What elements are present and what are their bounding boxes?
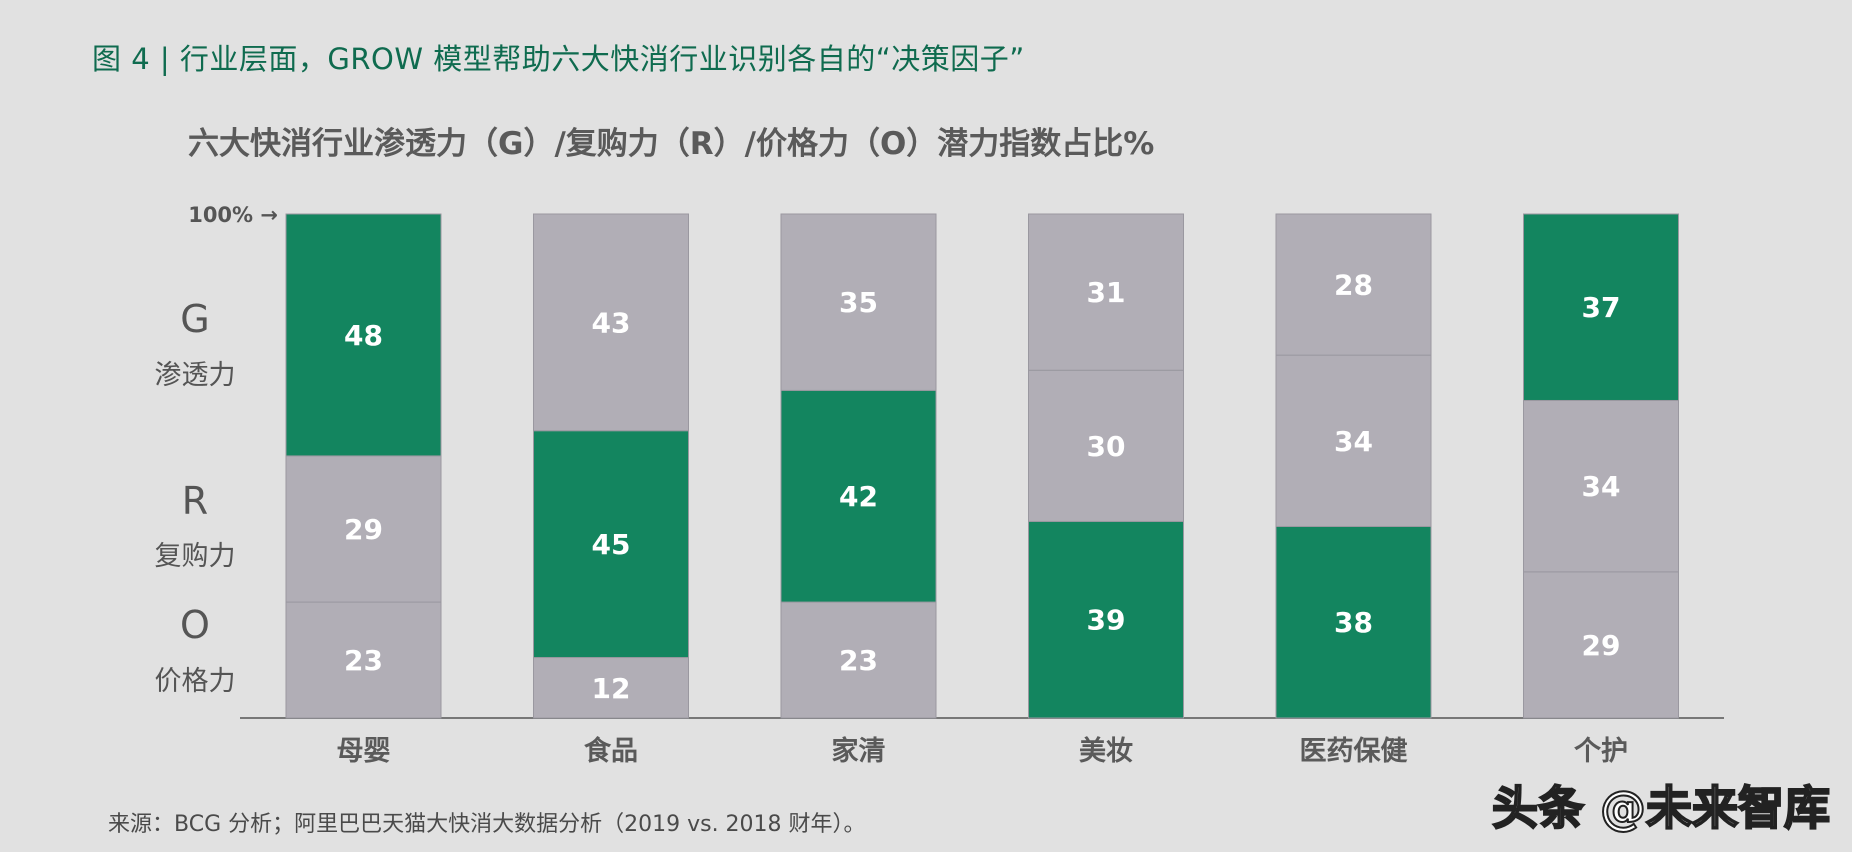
data-label: 37	[1582, 291, 1621, 324]
data-label: 23	[344, 644, 383, 677]
bar-segment-o	[1028, 520, 1184, 719]
y-axis-label-g: 渗透力	[155, 360, 236, 391]
category-label: 个护	[1574, 736, 1628, 767]
category-label: 医药保健	[1300, 736, 1408, 767]
data-label: 31	[1087, 276, 1126, 309]
category-label: 母婴	[337, 736, 391, 767]
data-label: 42	[839, 480, 878, 513]
data-label: 45	[592, 528, 631, 561]
data-label: 48	[344, 319, 383, 352]
data-label: 35	[839, 286, 878, 319]
data-label: 29	[344, 513, 383, 546]
bar-segment-o	[1523, 571, 1679, 719]
data-label: 34	[1582, 470, 1621, 503]
data-label: 43	[592, 306, 631, 339]
bar-segment-g	[780, 213, 937, 391]
bar-segment-r	[285, 455, 442, 603]
figure-title: 图 4 | 行业层面，GROW 模型帮助六大快消行业识别各自的“决策因子”	[92, 42, 1025, 76]
value-labels-group: 23 29 48 12 45 43 23 42 35 39 30 31 38 34 28 29 34 37	[344, 269, 1620, 705]
category-label: 食品	[584, 735, 638, 767]
y-axis-letter-r: R	[182, 479, 208, 523]
y-axis-label-o: 价格力	[155, 666, 236, 697]
bar-segment-g	[1275, 213, 1432, 356]
y-axis-labels-group: 100% → O 价格力 R 复购力 G 渗透力	[155, 203, 279, 697]
bar-segment-r	[533, 430, 689, 659]
bar-segment-o	[285, 601, 442, 719]
bar-segment-o	[780, 601, 937, 719]
data-label: 29	[1582, 629, 1621, 662]
bar-segment-r	[1275, 354, 1432, 527]
bar-segment-g	[1028, 213, 1184, 371]
source-note: 来源：BCG 分析；阿里巴巴天猫大快消大数据分析（2019 vs. 2018 财…	[108, 812, 866, 837]
data-label: 30	[1087, 430, 1126, 463]
bars-group	[240, 213, 1724, 719]
bar-segment-r	[1523, 399, 1679, 573]
data-label: 12	[592, 672, 631, 705]
category-labels-group: 母婴 食品 家清 美妆 医药保健 个护	[337, 735, 1629, 767]
chart-title: 六大快消行业渗透力（G）/复购力（R）/价格力（O）潜力指数占比%	[188, 126, 1155, 162]
y-axis-label-r: 复购力	[155, 541, 236, 572]
category-label: 美妆	[1079, 735, 1133, 767]
data-label: 34	[1334, 425, 1373, 458]
y-axis-100-marker: 100% →	[188, 203, 278, 227]
data-label: 38	[1334, 606, 1373, 639]
data-label: 39	[1087, 604, 1126, 637]
y-axis-letter-o: O	[180, 603, 210, 647]
bar-segment-g	[285, 213, 442, 457]
bar-segment-o	[533, 657, 689, 719]
y-axis-letter-g: G	[180, 297, 209, 341]
bar-segment-g	[1523, 213, 1679, 401]
data-label: 28	[1334, 269, 1373, 302]
bar-segment-r	[1028, 369, 1184, 522]
bar-segment-r	[780, 389, 937, 603]
bar-segment-o	[1275, 525, 1432, 719]
category-label: 家清	[832, 735, 886, 767]
data-label: 23	[839, 644, 878, 677]
watermark: 头条 @未来智库	[1491, 780, 1831, 836]
bar-segment-g	[533, 213, 689, 432]
